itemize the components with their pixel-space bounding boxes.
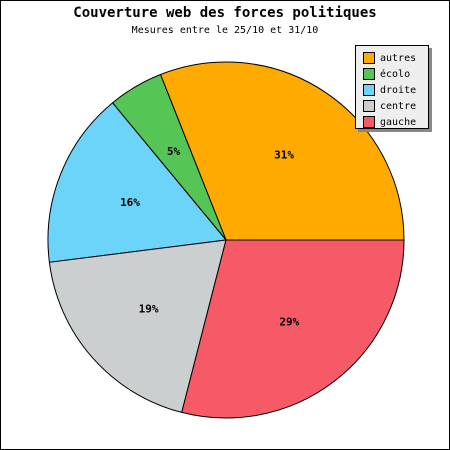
legend-swatch [363,84,375,96]
slice-label-2: 16% [120,196,140,209]
legend-label: centre [380,100,417,112]
slice-label-0: 31% [274,149,294,162]
pie-slice-0 [159,61,405,241]
legend-item-4: gauche [363,114,428,130]
legend-label: autres [380,52,417,64]
chart-subtitle: Mesures entre le 25/10 et 31/10 [131,25,319,36]
chart-legend: autres écolo droite centre gauche [355,45,429,129]
legend-label: gauche [380,116,417,128]
legend-label: écolo [380,68,411,80]
pie-slice-4 [181,239,405,419]
legend-item-3: centre [363,98,428,114]
pie-slice-2 [47,102,227,263]
slice-label-1: 5% [167,145,181,158]
legend-swatch [363,68,375,80]
chart-title: Couverture web des forces politiques [73,5,377,21]
slice-label-4: 29% [279,316,299,329]
legend-item-0: autres [363,50,428,66]
legend-swatch [363,52,375,64]
slice-label-3: 19% [139,302,159,315]
legend-label: droite [380,84,417,96]
pie-slice-3 [48,239,227,414]
legend-item-2: droite [363,82,428,98]
legend-swatch [363,100,375,112]
legend-swatch [363,116,375,128]
legend-item-1: écolo [363,66,428,82]
